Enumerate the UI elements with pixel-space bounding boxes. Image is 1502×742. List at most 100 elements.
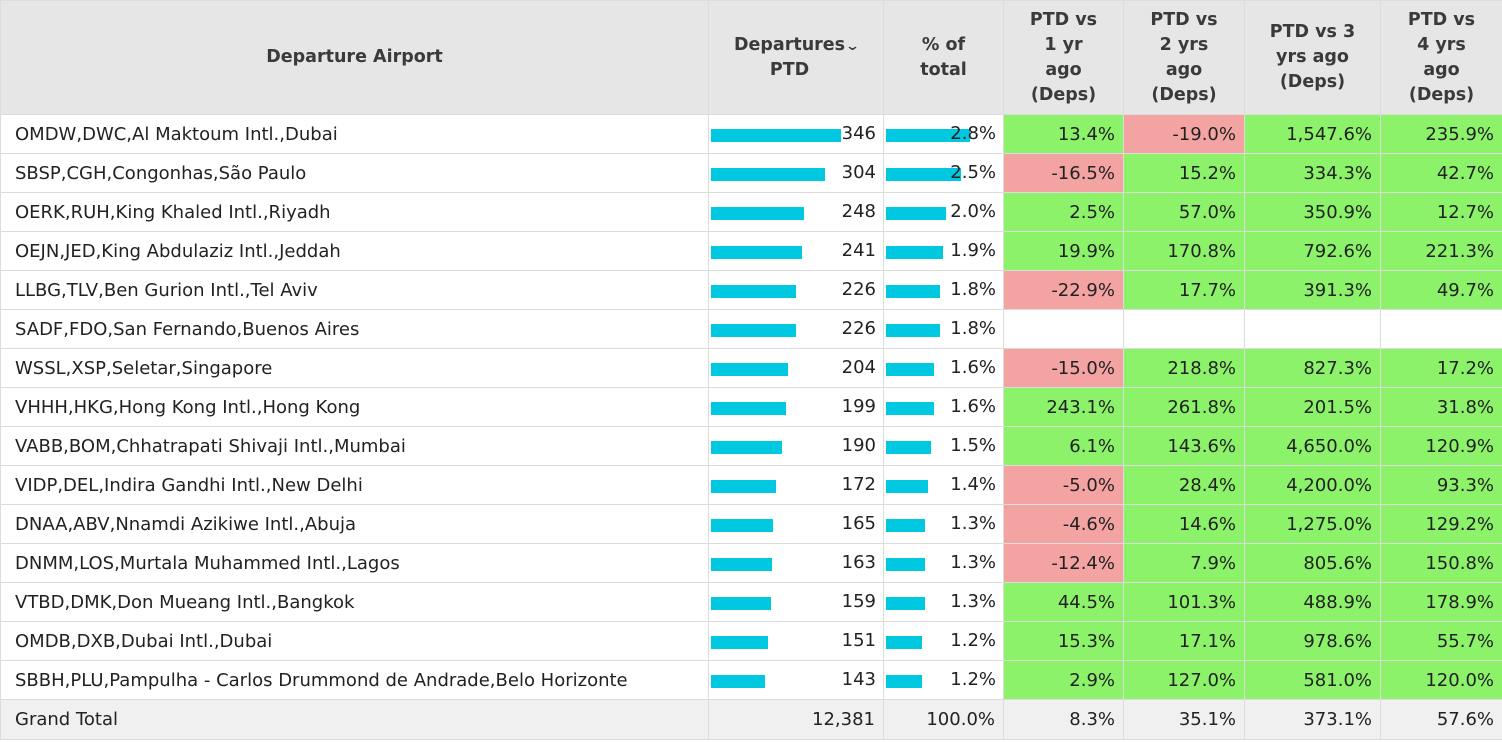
table-row[interactable]: OEJN,JED,King Abdulaziz Intl.,Jeddah 241 1… bbox=[0, 231, 1502, 271]
ptd-vs3-cell: 978.6% bbox=[1244, 621, 1381, 661]
pct-bar bbox=[886, 519, 925, 532]
ptd-vs4-cell bbox=[1380, 309, 1502, 349]
ptd-vs2-cell: 14.6% bbox=[1123, 504, 1245, 544]
departures-bar bbox=[711, 168, 825, 181]
table-row[interactable]: VABB,BOM,Chhatrapati Shivaji Intl.,Mumba… bbox=[0, 426, 1502, 466]
departures-cell: 226 bbox=[708, 309, 884, 349]
header-ptd-vs-4yrs[interactable]: PTD vs 4 yrs ago (Deps) bbox=[1380, 0, 1502, 115]
departures-value: 165 bbox=[841, 513, 876, 534]
pct-value: 1.5% bbox=[950, 435, 996, 456]
departures-cell: 241 bbox=[708, 231, 884, 271]
table-row[interactable]: OMDW,DWC,Al Maktoum Intl.,Dubai 346 2.8% 13… bbox=[0, 114, 1502, 154]
ptd-vs4-cell: 93.3% bbox=[1380, 465, 1502, 505]
departures-bar bbox=[711, 129, 841, 142]
header-ptd-vs-1yr[interactable]: PTD vs 1 yr ago (Deps) bbox=[1003, 0, 1124, 115]
departures-cell: 226 bbox=[708, 270, 884, 310]
ptd-vs2-cell: 170.8% bbox=[1123, 231, 1245, 271]
ptd-vs2-cell: 261.8% bbox=[1123, 387, 1245, 427]
ptd-vs4-cell: 120.0% bbox=[1380, 660, 1502, 700]
chevron-down-icon[interactable]: ⌄ bbox=[844, 38, 861, 54]
ptd-vs4-cell: 150.8% bbox=[1380, 543, 1502, 583]
table-row[interactable]: VHHH,HKG,Hong Kong Intl.,Hong Kong 199 1.6… bbox=[0, 387, 1502, 427]
airport-name: SADF,FDO,San Fernando,Buenos Aires bbox=[0, 309, 709, 349]
departures-cell: 248 bbox=[708, 192, 884, 232]
departures-value: 163 bbox=[841, 552, 876, 573]
pct-value: 1.2% bbox=[950, 630, 996, 651]
departures-bar bbox=[711, 207, 804, 220]
ptd-vs3-cell: 4,200.0% bbox=[1244, 465, 1381, 505]
pct-value: 1.3% bbox=[950, 513, 996, 534]
ptd-vs2-cell: 17.7% bbox=[1123, 270, 1245, 310]
ptd-vs2-cell: 7.9% bbox=[1123, 543, 1245, 583]
table-row[interactable]: DNAA,ABV,Nnamdi Azikiwe Intl.,Abuja 165 1.… bbox=[0, 504, 1502, 544]
pct-bar bbox=[886, 129, 970, 142]
airport-name: SBSP,CGH,Congonhas,São Paulo bbox=[0, 153, 709, 193]
ptd-vs2-cell: -19.0% bbox=[1123, 114, 1245, 154]
ptd-vs4-cell: 12.7% bbox=[1380, 192, 1502, 232]
pct-bar bbox=[886, 480, 928, 493]
table-row[interactable]: LLBG,TLV,Ben Gurion Intl.,Tel Aviv 226 1.8… bbox=[0, 270, 1502, 310]
ptd-vs1-cell: 13.4% bbox=[1003, 114, 1124, 154]
grand-total-vs4: 57.6% bbox=[1380, 699, 1502, 740]
departures-cell: 172 bbox=[708, 465, 884, 505]
ptd-vs1-cell: 6.1% bbox=[1003, 426, 1124, 466]
pct-value: 1.8% bbox=[950, 279, 996, 300]
pct-value: 1.2% bbox=[950, 669, 996, 690]
header-departure-airport[interactable]: Departure Airport bbox=[0, 0, 709, 115]
departures-value: 304 bbox=[841, 162, 876, 183]
ptd-vs3-cell: 827.3% bbox=[1244, 348, 1381, 388]
pct-cell: 1.4% bbox=[883, 465, 1004, 505]
header-ptd-vs-2yrs[interactable]: PTD vs 2 yrs ago (Deps) bbox=[1123, 0, 1245, 115]
pct-cell: 1.6% bbox=[883, 348, 1004, 388]
ptd-vs3-cell: 1,547.6% bbox=[1244, 114, 1381, 154]
table-row[interactable]: SBSP,CGH,Congonhas,São Paulo 304 2.5% -16.5… bbox=[0, 153, 1502, 193]
ptd-vs2-cell: 218.8% bbox=[1123, 348, 1245, 388]
departures-bar bbox=[711, 597, 771, 610]
pct-value: 1.6% bbox=[950, 357, 996, 378]
airport-name: LLBG,TLV,Ben Gurion Intl.,Tel Aviv bbox=[0, 270, 709, 310]
table-row[interactable]: SADF,FDO,San Fernando,Buenos Aires 226 1.8… bbox=[0, 309, 1502, 349]
pct-cell: 1.3% bbox=[883, 504, 1004, 544]
airport-name: WSSL,XSP,Seletar,Singapore bbox=[0, 348, 709, 388]
ptd-vs2-cell bbox=[1123, 309, 1245, 349]
ptd-vs1-cell: -12.4% bbox=[1003, 543, 1124, 583]
table-row[interactable]: DNMM,LOS,Murtala Muhammed Intl.,Lagos 163… bbox=[0, 543, 1502, 583]
departures-cell: 199 bbox=[708, 387, 884, 427]
departures-value: 346 bbox=[841, 123, 876, 144]
ptd-vs1-cell: -4.6% bbox=[1003, 504, 1124, 544]
ptd-vs3-cell: 805.6% bbox=[1244, 543, 1381, 583]
table-row[interactable]: VIDP,DEL,Indira Gandhi Intl.,New Delhi 17… bbox=[0, 465, 1502, 505]
departures-bar bbox=[711, 324, 796, 337]
airport-name: DNAA,ABV,Nnamdi Azikiwe Intl.,Abuja bbox=[0, 504, 709, 544]
airport-name: VABB,BOM,Chhatrapati Shivaji Intl.,Mumba… bbox=[0, 426, 709, 466]
header-ptd-vs-3yrs[interactable]: PTD vs 3 yrs ago (Deps) bbox=[1244, 0, 1381, 115]
pct-value: 2.0% bbox=[950, 201, 996, 222]
pct-cell: 1.2% bbox=[883, 621, 1004, 661]
departures-bar bbox=[711, 675, 765, 688]
departures-cell: 143 bbox=[708, 660, 884, 700]
ptd-vs4-cell: 235.9% bbox=[1380, 114, 1502, 154]
table-row[interactable]: VTBD,DMK,Don Mueang Intl.,Bangkok 159 1.3%… bbox=[0, 582, 1502, 622]
ptd-vs4-cell: 120.9% bbox=[1380, 426, 1502, 466]
pct-bar bbox=[886, 558, 925, 571]
table-row[interactable]: SBBH,PLU,Pampulha - Carlos Drummond de A… bbox=[0, 660, 1502, 700]
departures-cell: 151 bbox=[708, 621, 884, 661]
table-row[interactable]: OMDB,DXB,Dubai Intl.,Dubai 151 1.2% 15.3% 17… bbox=[0, 621, 1502, 661]
ptd-vs3-cell: 1,275.0% bbox=[1244, 504, 1381, 544]
header-pct-of-total[interactable]: % of total bbox=[883, 0, 1004, 115]
table-row[interactable]: OERK,RUH,King Khaled Intl.,Riyadh 248 2.0%… bbox=[0, 192, 1502, 232]
departures-bar bbox=[711, 441, 782, 454]
departures-bar bbox=[711, 246, 802, 259]
departures-value: 248 bbox=[841, 201, 876, 222]
ptd-vs3-cell: 334.3% bbox=[1244, 153, 1381, 193]
pct-value: 2.5% bbox=[950, 162, 996, 183]
table-row[interactable]: WSSL,XSP,Seletar,Singapore 204 1.6% -15.0% 2… bbox=[0, 348, 1502, 388]
airport-name: OMDW,DWC,Al Maktoum Intl.,Dubai bbox=[0, 114, 709, 154]
header-departures-ptd[interactable]: Departures PTD⌄ bbox=[708, 0, 884, 115]
pct-cell: 1.3% bbox=[883, 543, 1004, 583]
departures-bar bbox=[711, 519, 773, 532]
pct-cell: 1.9% bbox=[883, 231, 1004, 271]
ptd-vs2-cell: 57.0% bbox=[1123, 192, 1245, 232]
departures-bar bbox=[711, 558, 772, 571]
